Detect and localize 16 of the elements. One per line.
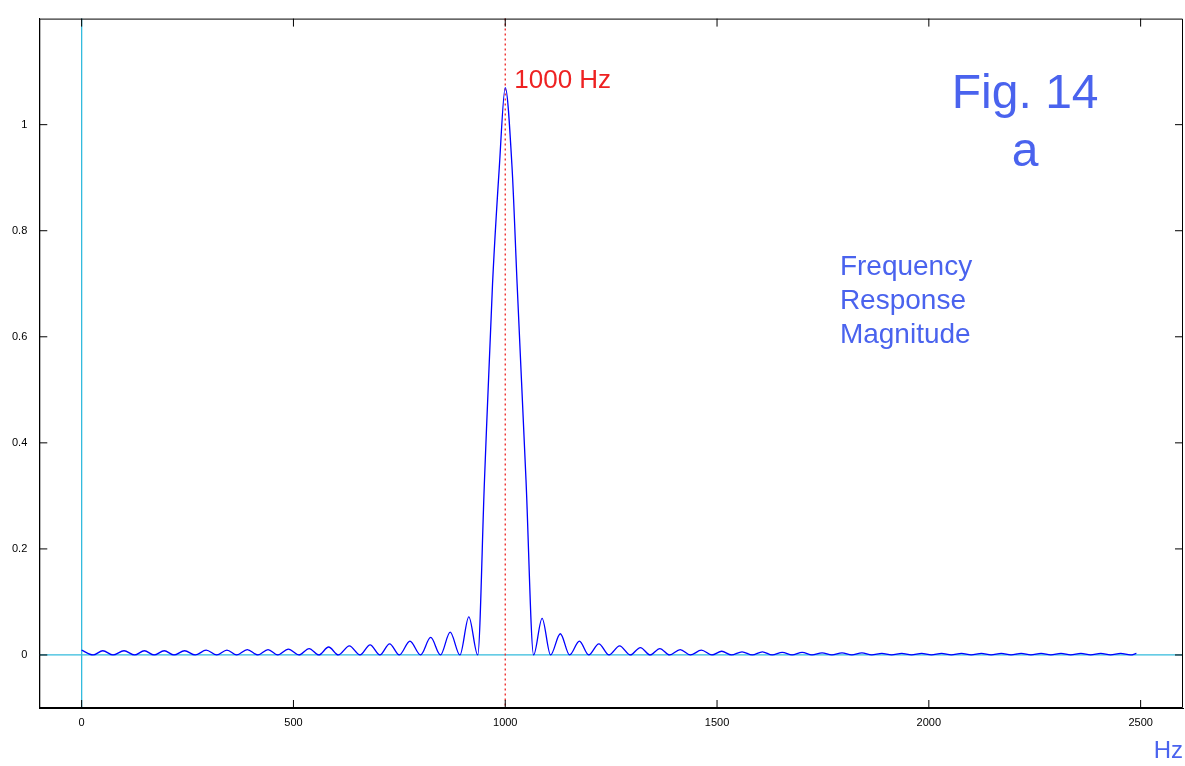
y-tick-label: 0.8 — [11, 223, 28, 236]
y-tick-label: 1 — [21, 117, 28, 130]
x-tick-label: 2500 — [1128, 715, 1153, 728]
y-tick-label: 0.2 — [11, 541, 28, 554]
annotation: Frequency Response Magnitude — [839, 249, 973, 349]
annotation: Fig. 14 a — [951, 64, 1099, 176]
x-tick-label: 2000 — [916, 715, 942, 728]
x-axis-title: Hz — [1153, 736, 1183, 764]
x-tick-label: 1000 — [493, 715, 518, 728]
x-tick-label: 500 — [284, 715, 303, 728]
ref-line-label: 1000 Hz — [514, 63, 612, 94]
x-tick-label: 0 — [78, 715, 85, 728]
y-tick-label: 0.6 — [11, 329, 28, 342]
y-tick-label: 0.4 — [11, 435, 28, 448]
x-tick-label: 1500 — [704, 715, 730, 728]
y-tick-label: 0 — [21, 648, 28, 660]
